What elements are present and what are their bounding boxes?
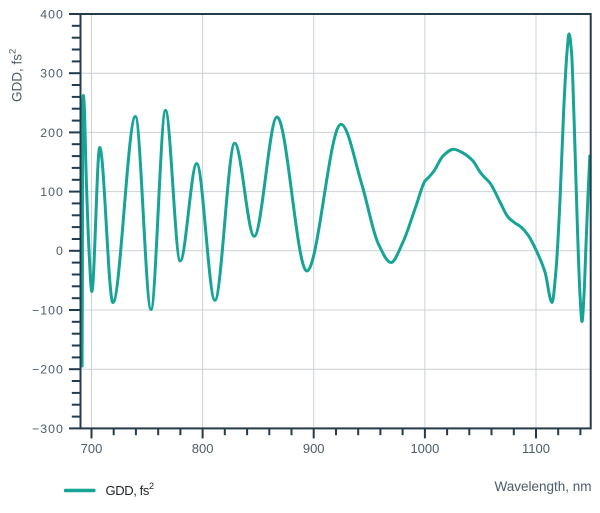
svg-text:200: 200: [40, 126, 64, 140]
svg-text:1000: 1000: [410, 441, 439, 456]
svg-text:400: 400: [40, 7, 64, 21]
svg-text:GDD, fs2: GDD, fs2: [8, 49, 25, 102]
svg-text:700: 700: [81, 441, 103, 456]
svg-text:0: 0: [56, 244, 64, 258]
svg-text:GDD, fs2: GDD, fs2: [106, 481, 154, 498]
svg-text:300: 300: [40, 67, 64, 81]
svg-text:−200: −200: [32, 363, 64, 377]
svg-text:100: 100: [40, 185, 64, 199]
svg-text:−100: −100: [32, 303, 64, 317]
svg-text:900: 900: [303, 441, 325, 456]
svg-text:Wavelength, nm: Wavelength, nm: [494, 479, 591, 494]
svg-text:800: 800: [192, 441, 214, 456]
svg-text:−300: −300: [32, 422, 64, 436]
svg-text:1100: 1100: [522, 441, 550, 456]
